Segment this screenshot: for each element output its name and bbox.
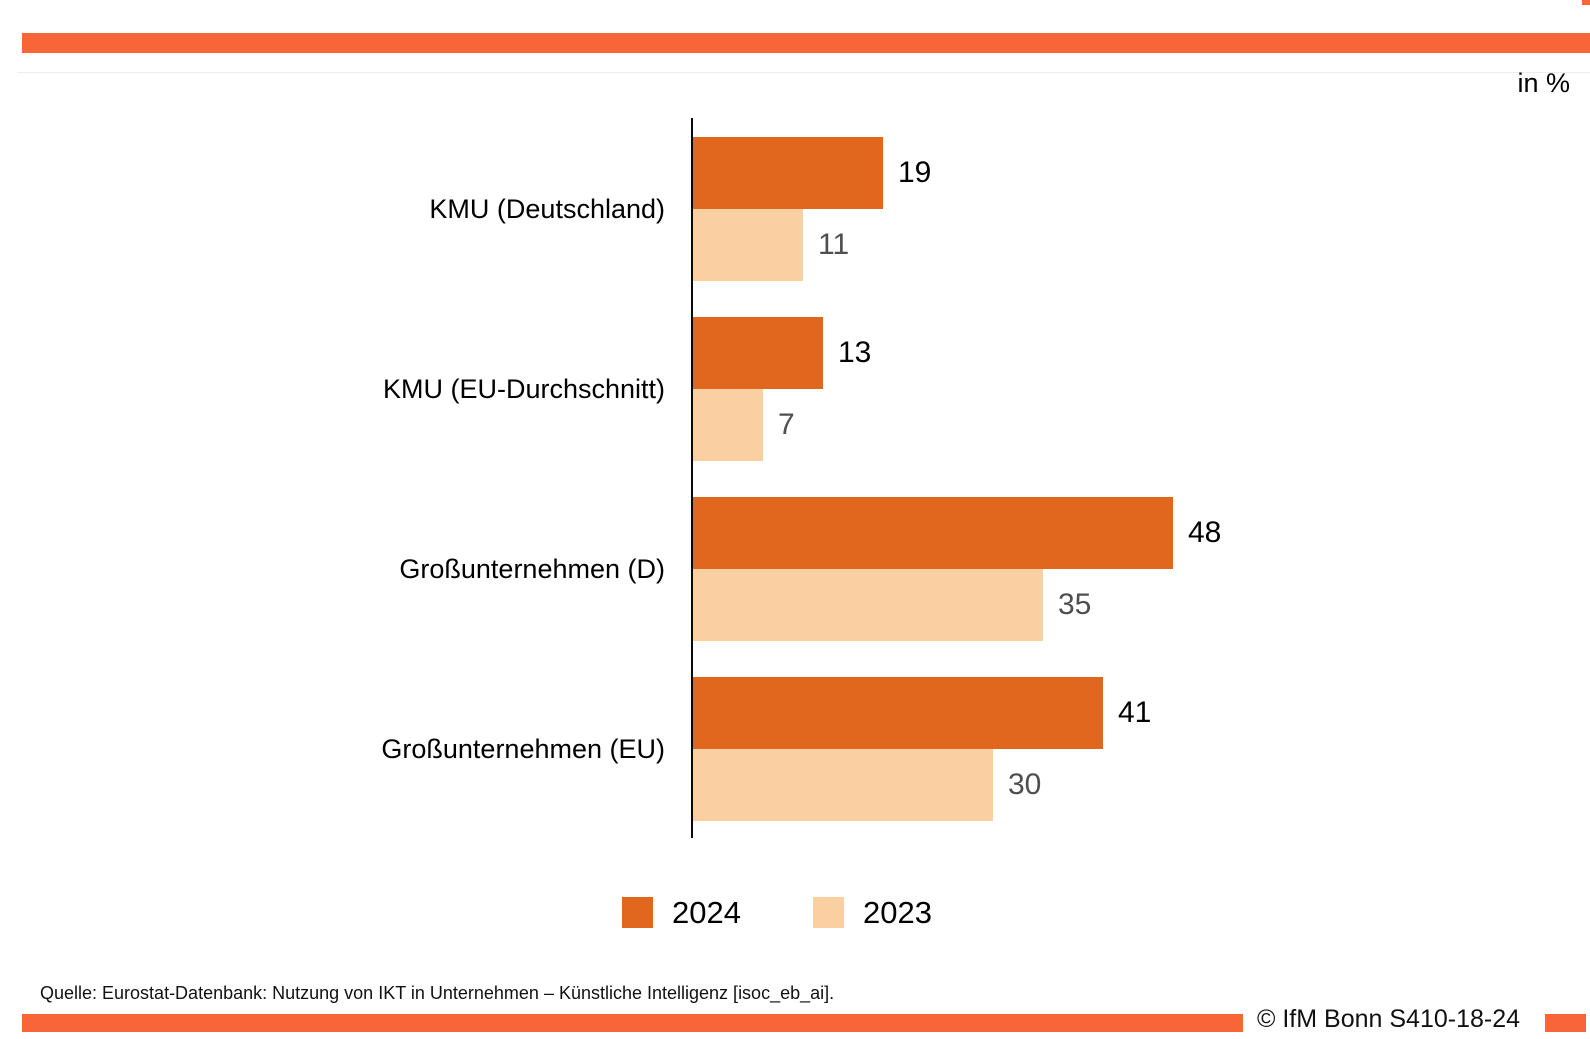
value-label-2023: 11 xyxy=(818,228,850,261)
bar-group: KMU (EU-Durchschnitt) 13 7 xyxy=(0,317,1590,461)
legend-swatch-2024 xyxy=(622,897,653,928)
legend-label-2024: 2024 xyxy=(672,895,741,930)
unit-label: in % xyxy=(1517,68,1570,98)
bottom-accent-band xyxy=(22,1014,1243,1032)
bar-2024 xyxy=(693,137,883,209)
y-axis-line xyxy=(691,118,693,838)
legend-swatch-2023 xyxy=(813,897,844,928)
bar-2024 xyxy=(693,317,823,389)
legend-item-2024: 2024 xyxy=(622,897,741,928)
category-label: Großunternehmen (D) xyxy=(399,553,665,584)
category-label: Großunternehmen (EU) xyxy=(381,733,665,764)
bar-2023 xyxy=(693,569,1043,641)
value-label-2024: 48 xyxy=(1188,516,1222,549)
bottom-right-accent xyxy=(1545,1014,1586,1032)
category-label: KMU (Deutschland) xyxy=(429,193,665,224)
value-label-2024: 41 xyxy=(1118,696,1152,729)
bar-2023 xyxy=(693,389,763,461)
legend-item-2023: 2023 xyxy=(813,897,932,928)
value-label-2023: 35 xyxy=(1058,588,1092,621)
bar-chart: KMU (Deutschland) 19 11 KMU (EU-Durchschnit… xyxy=(0,118,1590,857)
top-right-corner-accent xyxy=(1582,0,1590,5)
top-accent-band xyxy=(22,33,1590,53)
legend-label-2023: 2023 xyxy=(863,895,932,930)
header-divider-line xyxy=(17,72,1590,73)
legend: 2024 2023 xyxy=(0,897,1590,929)
bar-group: Großunternehmen (D) 48 35 xyxy=(0,497,1590,641)
bar-2024 xyxy=(693,677,1103,749)
source-note: Quelle: Eurostat-Datenbank: Nutzung von … xyxy=(40,983,835,1003)
value-label-2023: 30 xyxy=(1008,768,1042,801)
bar-2024 xyxy=(693,497,1173,569)
value-label-2024: 13 xyxy=(838,336,872,369)
value-label-2024: 19 xyxy=(898,156,932,189)
bar-group: KMU (Deutschland) 19 11 xyxy=(0,137,1590,281)
bar-2023 xyxy=(693,749,993,821)
copyright-note: © IfM Bonn S410-18-24 xyxy=(1257,1005,1521,1033)
value-label-2023: 7 xyxy=(778,408,795,441)
bar-group: Großunternehmen (EU) 41 30 xyxy=(0,677,1590,821)
bar-2023 xyxy=(693,209,803,281)
category-label: KMU (EU-Durchschnitt) xyxy=(382,373,665,404)
